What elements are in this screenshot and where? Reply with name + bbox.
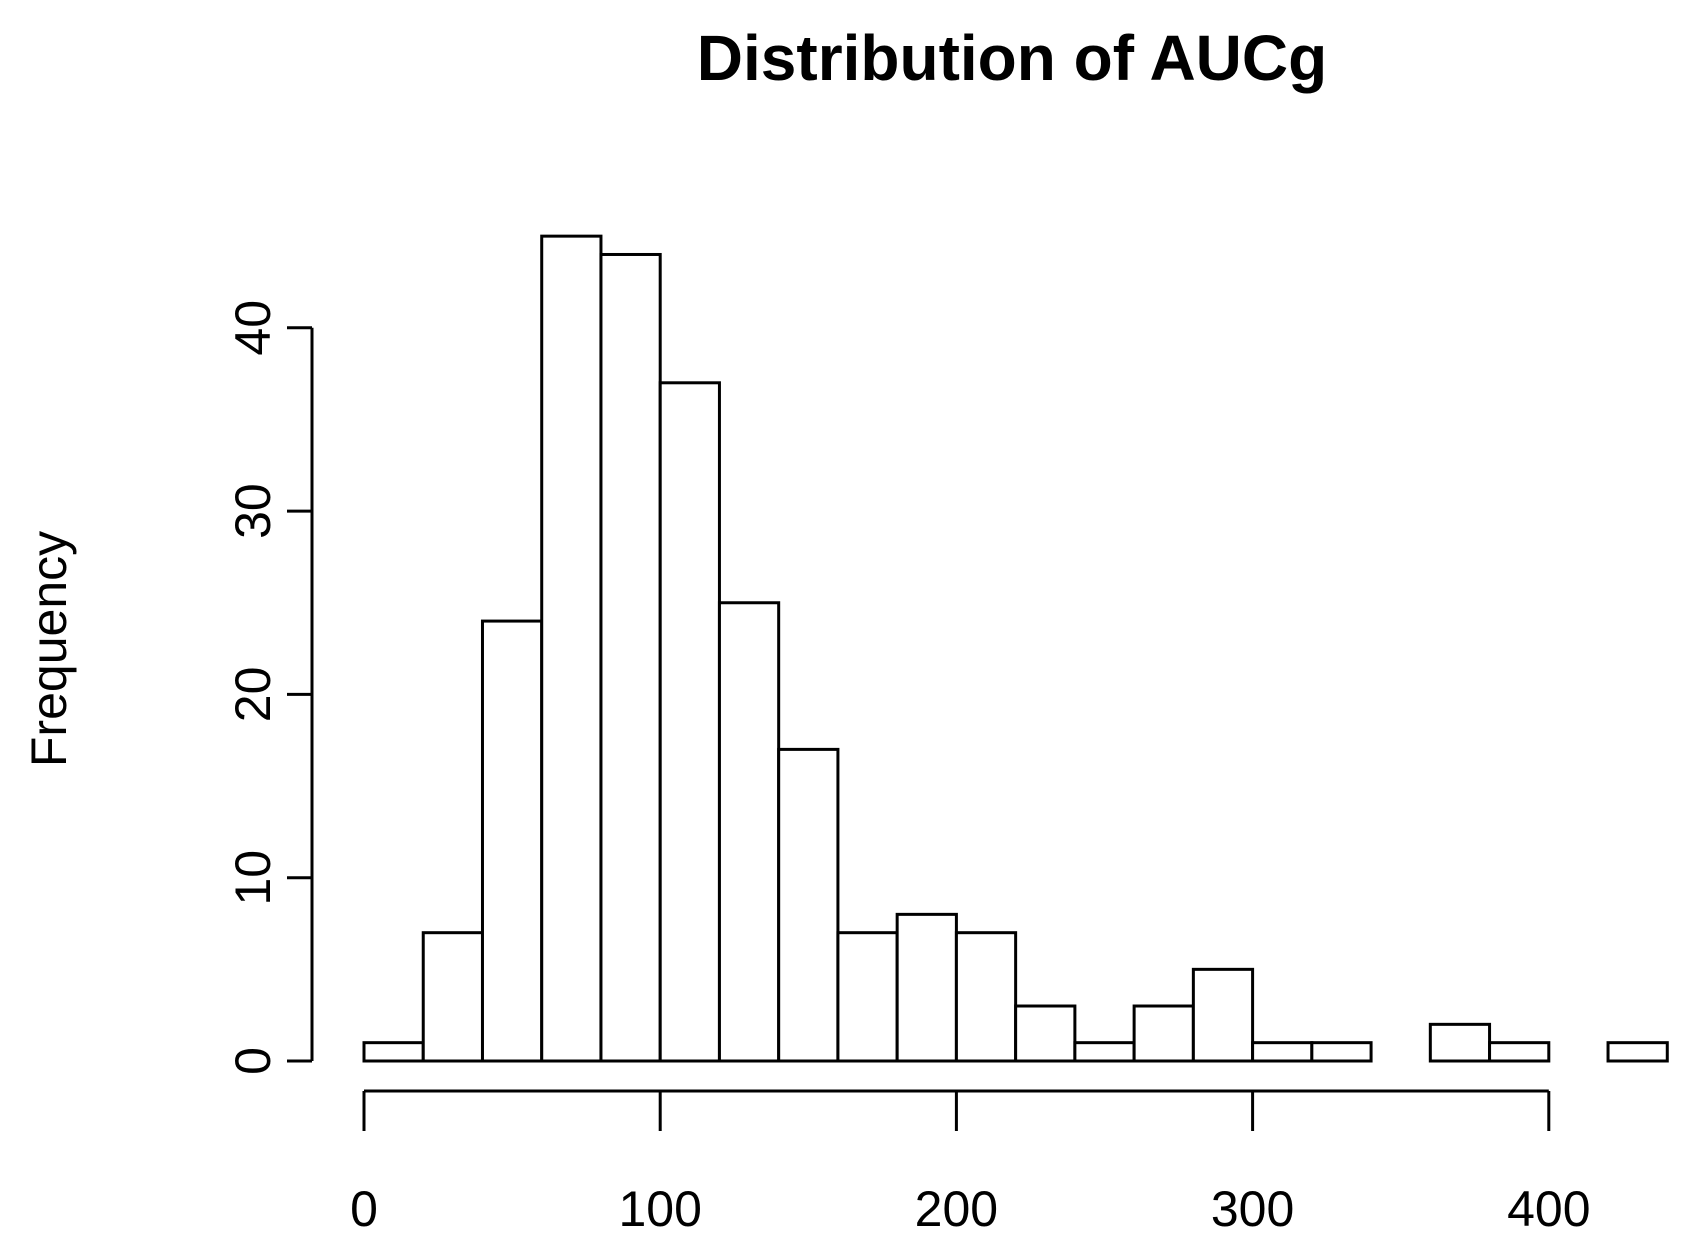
y-axis-label: Frequency xyxy=(21,531,77,767)
x-tick-label: 200 xyxy=(915,1181,998,1237)
histogram-bar xyxy=(836,931,899,1063)
y-tick-label: 0 xyxy=(225,1047,281,1075)
histogram-bar xyxy=(362,1041,425,1063)
histogram-bar xyxy=(599,252,662,1063)
histogram-bar xyxy=(1488,1041,1551,1063)
histogram-bar xyxy=(777,747,840,1063)
histogram-bar xyxy=(1310,1041,1373,1063)
histogram-bar xyxy=(895,912,958,1063)
histogram-bar xyxy=(1428,1022,1492,1063)
y-tick-label: 10 xyxy=(225,850,281,906)
histogram-bar xyxy=(1606,1041,1669,1063)
histogram-bar xyxy=(954,931,1018,1063)
y-tick-label: 40 xyxy=(225,300,281,356)
histogram-bar xyxy=(1132,1004,1195,1063)
x-tick-label: 100 xyxy=(618,1181,701,1237)
histogram-bar xyxy=(1251,1041,1314,1063)
x-tick-label: 400 xyxy=(1507,1181,1590,1237)
y-axis: 0 10 20 30 40 xyxy=(225,300,314,1075)
chart-title: Distribution of AUCg xyxy=(697,22,1327,94)
y-tick-label: 20 xyxy=(225,667,281,723)
histogram-bar xyxy=(480,619,544,1063)
y-tick-label: 30 xyxy=(225,483,281,539)
histogram-bar xyxy=(1191,967,1255,1063)
histogram-bar xyxy=(421,931,484,1063)
histogram-bar xyxy=(1073,1041,1136,1063)
histogram-bar xyxy=(717,601,781,1063)
histogram-bar xyxy=(1014,1004,1077,1063)
x-axis: 0 100 200 300 400 xyxy=(350,1089,1591,1237)
x-tick-label: 0 xyxy=(350,1181,378,1237)
histogram-bar xyxy=(658,381,721,1063)
histogram-bar xyxy=(540,234,603,1063)
bars-group xyxy=(362,234,1669,1063)
x-tick-label: 300 xyxy=(1211,1181,1294,1237)
